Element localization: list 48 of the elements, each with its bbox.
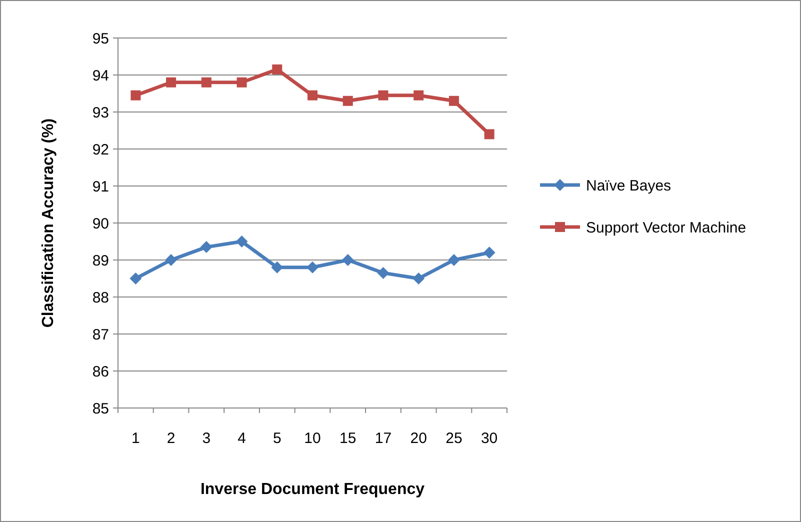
x-tick-label: 20 [410, 430, 427, 447]
point [342, 254, 354, 266]
x-tick-label: 25 [446, 430, 462, 447]
point [201, 77, 212, 88]
x-tick-label: 15 [340, 430, 356, 447]
x-tick-label: 2 [166, 430, 176, 447]
point [448, 96, 459, 106]
x-tick-label: 4 [238, 430, 246, 447]
y-tick-label: 90 [92, 215, 109, 232]
x-tick-label: 3 [202, 430, 211, 447]
x-tick-label: 30 [480, 430, 498, 447]
point [271, 261, 284, 274]
y-tick-label: 85 [92, 400, 109, 418]
legend-label: Support Vector Machine [586, 219, 746, 236]
x-axis-title: Inverse Document Frequency [200, 481, 425, 498]
point [166, 77, 176, 88]
point [484, 129, 494, 140]
point [236, 236, 248, 248]
y-tick-label: 93 [92, 104, 109, 122]
y-tick-label: 88 [92, 289, 109, 306]
y-tick-label: 86 [92, 363, 109, 380]
x-tick-label: 10 [304, 430, 321, 447]
point [200, 241, 212, 254]
point [483, 246, 496, 259]
point [412, 272, 425, 284]
point [414, 90, 424, 100]
y-tick-label: 95 [92, 30, 109, 48]
point [448, 254, 460, 266]
point [377, 266, 390, 279]
x-tick-label: 5 [272, 430, 282, 447]
point [165, 254, 178, 266]
point [130, 272, 142, 284]
point [272, 64, 282, 74]
point [308, 90, 318, 100]
y-tick-label: 92 [92, 141, 109, 158]
point [342, 96, 353, 106]
y-tick-label: 94 [92, 67, 109, 84]
point [236, 77, 247, 88]
point [130, 90, 141, 100]
point [378, 90, 388, 100]
y-tick-label: 87 [92, 326, 109, 344]
y-tick-label: 91 [92, 178, 109, 196]
x-tick-label: 17 [374, 430, 392, 447]
point [306, 261, 318, 274]
y-axis-title: Classification Accuracy (%) [40, 118, 57, 328]
y-tick-label: 89 [92, 252, 109, 270]
x-tick-label: 1 [132, 430, 140, 447]
legend-label: Naïve Bayes [586, 177, 672, 194]
